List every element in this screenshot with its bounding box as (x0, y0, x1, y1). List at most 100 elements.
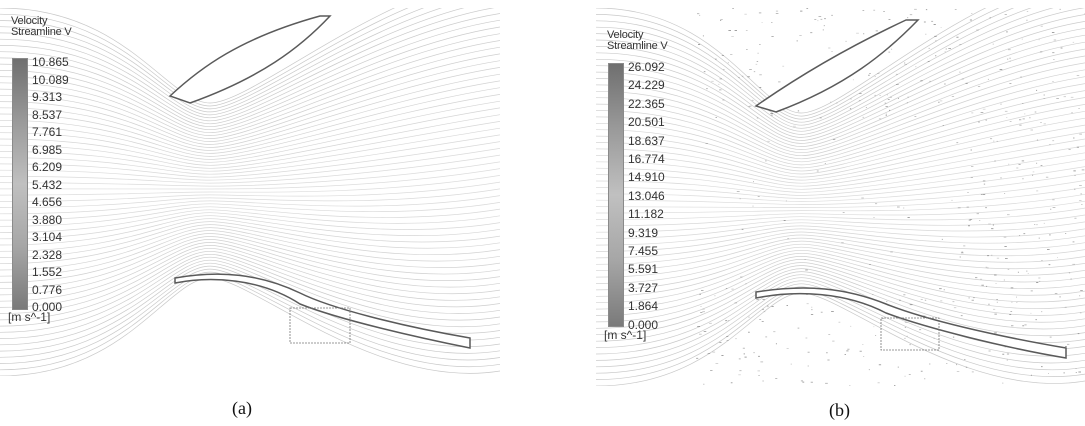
speckle (1045, 176, 1049, 178)
speckle (907, 17, 909, 19)
speckle (697, 326, 700, 327)
streamline (0, 242, 500, 302)
colorbar-tick-label: 9.313 (32, 90, 63, 104)
speckle (749, 69, 752, 70)
speckle (1026, 270, 1028, 272)
speckle (1004, 246, 1007, 247)
speckle (899, 299, 901, 301)
speckle (844, 354, 846, 355)
speckle (1008, 163, 1010, 165)
speckle (1005, 258, 1008, 259)
speckle (819, 117, 822, 119)
speckle (956, 142, 959, 144)
speckle (1030, 129, 1033, 131)
speckle (1068, 272, 1071, 274)
speckle (904, 326, 907, 328)
speckle (740, 276, 743, 278)
speckle (756, 117, 759, 119)
streamline (0, 268, 500, 358)
speckle (756, 299, 759, 301)
speckle (1036, 139, 1039, 141)
speckle (890, 251, 893, 253)
speckle (818, 16, 822, 17)
speckle (786, 305, 788, 306)
speckle (758, 355, 760, 357)
speckle (747, 76, 750, 78)
caption-b: (b) (829, 400, 850, 420)
speckle (820, 311, 823, 313)
speckle (1078, 108, 1080, 109)
streamline (0, 181, 500, 202)
streamline (596, 274, 1085, 348)
speckle (1036, 282, 1039, 283)
speckle (738, 374, 741, 376)
speckle (994, 313, 997, 315)
speckle (1053, 59, 1055, 60)
streamline (0, 230, 500, 277)
speckle (1006, 359, 1008, 361)
speckle (804, 259, 806, 260)
speckle (920, 299, 923, 300)
speckle (1022, 178, 1024, 180)
speckle (775, 13, 779, 14)
speckle (1038, 237, 1040, 239)
speckle (846, 350, 849, 352)
streamline (0, 134, 500, 175)
panel-b: Velocity Streamline V 26.092 24.229 22.365… (596, 0, 1085, 426)
speckle (1007, 268, 1010, 270)
speckle (806, 8, 809, 9)
speckle (748, 106, 751, 107)
streamline (596, 69, 1085, 157)
speckle (872, 294, 874, 295)
lower-wall-b (755, 287, 1067, 359)
speckle (940, 27, 942, 28)
speckle (858, 100, 861, 102)
speckle (988, 223, 991, 225)
speckle (1049, 336, 1052, 338)
streamline (0, 80, 500, 151)
speckle (889, 96, 892, 98)
speckle (907, 96, 909, 98)
streamline (596, 110, 1085, 175)
speckle (884, 102, 887, 104)
streamline (0, 107, 500, 163)
colorbar-tick-label: 10.089 (32, 72, 69, 87)
speckle (896, 84, 899, 85)
speckle (1079, 312, 1082, 314)
speckle (994, 332, 997, 334)
speckle (699, 333, 702, 335)
speckle (1053, 39, 1057, 41)
speckle (1043, 94, 1045, 96)
speckle (1036, 224, 1038, 226)
legend-title-line2-b: Streamline V (607, 40, 668, 52)
streamline (0, 100, 500, 160)
speckle (945, 48, 947, 50)
speckle (964, 359, 966, 360)
speckle (696, 357, 699, 359)
streamline (596, 231, 1085, 259)
speckle (863, 356, 865, 357)
speckle (1030, 374, 1032, 376)
colorbar-tick-label: 10.865 (32, 55, 69, 69)
speckle (802, 381, 805, 383)
speckle (722, 99, 725, 101)
speckle (1079, 185, 1082, 186)
colorbar-tick-label: 14.910 (628, 170, 665, 185)
streamline (596, 268, 1085, 336)
streamline (0, 221, 500, 258)
speckle (735, 338, 737, 340)
speckle (1019, 119, 1022, 121)
speckle (762, 299, 765, 300)
speckle (968, 219, 971, 221)
streamline (0, 121, 500, 169)
recirculation-zone-b (880, 317, 940, 351)
speckle (906, 335, 908, 337)
speckle (723, 69, 725, 70)
speckle (886, 94, 888, 96)
speckle (1008, 49, 1011, 51)
lower-wall-a (174, 273, 471, 349)
speckle (820, 18, 823, 20)
speckle (849, 385, 851, 386)
speckle (758, 375, 760, 376)
speckle (745, 30, 748, 31)
